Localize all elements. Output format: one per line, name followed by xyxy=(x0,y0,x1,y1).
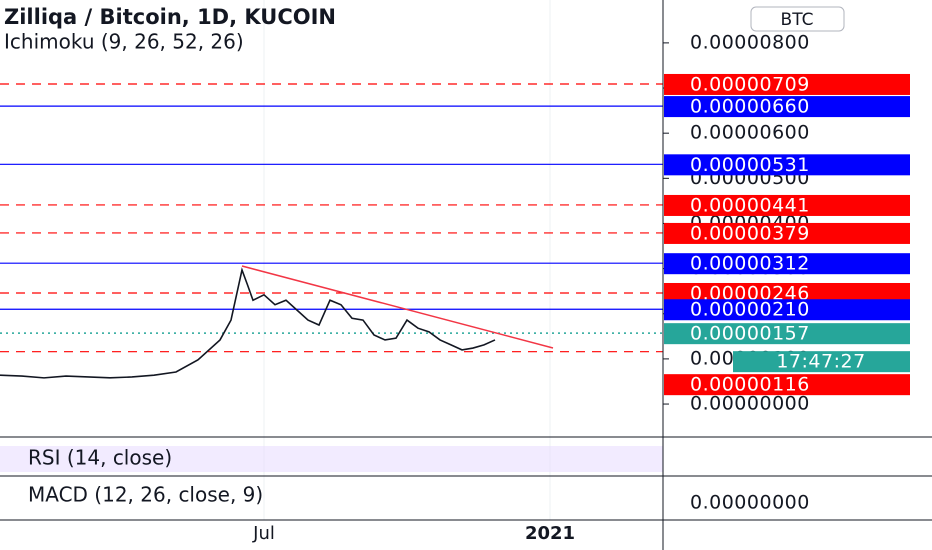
currency-button-label[interactable]: BTC xyxy=(781,10,814,30)
price-level-label: 0.00000210 xyxy=(690,299,810,321)
price-level-tag xyxy=(664,299,910,321)
last-price-tag xyxy=(664,323,910,345)
countdown-label: 17:47:27 xyxy=(776,351,865,373)
chart-title: Zilliqa / Bitcoin, 1D, KUCOIN xyxy=(4,5,336,29)
price-level-tag xyxy=(664,154,910,176)
y-tick-label: 0.00000000 xyxy=(690,393,810,415)
price-level-tag xyxy=(664,96,910,118)
price-level-label: 0.00000660 xyxy=(690,96,810,118)
y-tick-label: 0.00000600 xyxy=(690,122,810,144)
price-level-label: 0.00000379 xyxy=(690,222,810,244)
price-level-tag xyxy=(664,282,910,304)
x-tick-label: Jul xyxy=(252,523,275,544)
y-tick-label: 0.00000800 xyxy=(690,31,810,53)
price-level-label: 0.00000441 xyxy=(690,194,810,216)
countdown-tag xyxy=(733,351,910,373)
rsi-label: RSI (14, close) xyxy=(28,446,172,470)
price-level-tag xyxy=(664,73,910,95)
x-tick-label: 2021 xyxy=(525,523,575,544)
price-level-tag xyxy=(664,253,910,275)
price-level-label: 0.00000246 xyxy=(690,282,810,304)
price-level-label: 0.00000531 xyxy=(690,154,810,176)
price-level-tag xyxy=(664,222,910,244)
price-level-tag xyxy=(664,194,910,216)
rsi-band xyxy=(0,446,663,472)
last-price-label: 0.00000157 xyxy=(690,323,810,345)
trend-line xyxy=(241,265,554,349)
currency-button[interactable] xyxy=(750,6,845,32)
price-line xyxy=(0,267,496,379)
price-level-label: 0.00000709 xyxy=(690,73,810,95)
price-level-tag xyxy=(664,374,910,396)
macd-label: MACD (12, 26, close, 9) xyxy=(28,483,263,507)
chart-subtitle: Ichimoku (9, 26, 52, 26) xyxy=(4,30,244,54)
macd-tick-label: 0.00000000 xyxy=(690,492,810,514)
price-level-label: 0.00000116 xyxy=(690,374,810,396)
price-level-label: 0.00000312 xyxy=(690,253,810,275)
